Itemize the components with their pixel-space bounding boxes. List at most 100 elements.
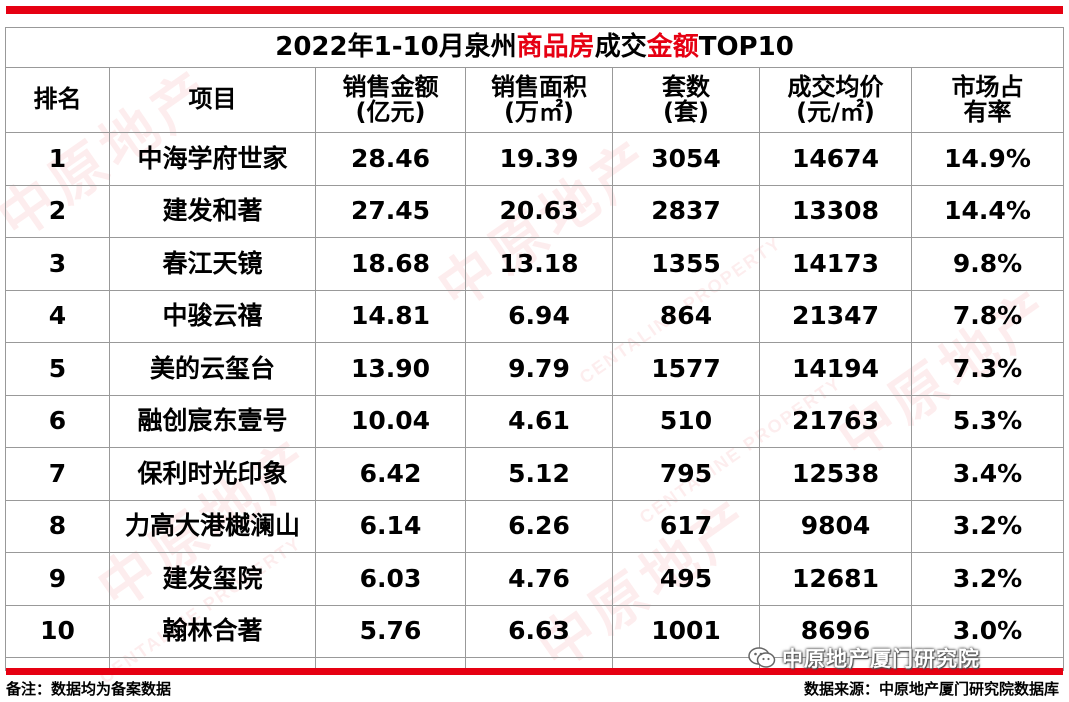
area-cell: 6.26: [465, 499, 613, 553]
units-cell: 510: [612, 394, 760, 448]
rank-cell: 1: [5, 132, 110, 186]
amount-cell: 28.46: [315, 132, 466, 186]
project-name-cell: 建发玺院: [109, 552, 316, 606]
area-cell: 9.79: [465, 342, 613, 396]
area-cell: 6.94: [465, 289, 613, 343]
share-cell: 3.2%: [910, 499, 1065, 553]
footer-note: 备注：数据均为备案数据: [6, 680, 172, 698]
wechat-icon: [748, 646, 776, 670]
project-name-cell: 力高大港樾澜山: [109, 499, 316, 553]
units-cell: 1355: [612, 237, 760, 291]
amount-cell: 6.14: [315, 499, 466, 553]
header-row: 排名 项目 销售金额 (亿元) 销售面积 (万㎡) 套数 (套) 成交均价 (元/㎡) …: [5, 67, 1065, 133]
header-project: 项目: [109, 67, 316, 133]
project-name-cell: 翰林合著: [109, 604, 316, 658]
table-row: 1 中海学府世家 28.46 19.39 3054 14674 14.9%: [5, 132, 1065, 186]
table-row: 5 美的云玺台 13.90 9.79 1577 14194 7.3%: [5, 342, 1065, 396]
units-cell: 2837: [612, 184, 760, 238]
price-cell: 8696: [759, 604, 912, 658]
area-cell: 20.63: [465, 184, 613, 238]
header-share: 市场占 有率: [910, 67, 1065, 133]
units-cell: 795: [612, 447, 760, 501]
rank-cell: 6: [5, 394, 110, 448]
price-cell: 12681: [759, 552, 912, 606]
share-cell: 9.8%: [910, 237, 1065, 291]
title-part: 成交: [594, 31, 647, 62]
project-name-cell: 美的云玺台: [109, 342, 316, 396]
price-cell: 14674: [759, 132, 912, 186]
amount-cell: 14.81: [315, 289, 466, 343]
rank-cell: 10: [5, 604, 110, 658]
share-cell: 14.4%: [910, 184, 1065, 238]
rank-cell: 4: [5, 289, 110, 343]
table-row: 4 中骏云禧 14.81 6.94 864 21347 7.8%: [5, 289, 1065, 343]
table-row: 8 力高大港樾澜山 6.14 6.26 617 9804 3.2%: [5, 499, 1065, 553]
rank-cell: 7: [5, 447, 110, 501]
table-row: 2 建发和著 27.45 20.63 2837 13308 14.4%: [5, 184, 1065, 238]
area-cell: 19.39: [465, 132, 613, 186]
rank-cell: 9: [5, 552, 110, 606]
area-cell: 5.12: [465, 447, 613, 501]
title-part-highlight: 金额: [646, 31, 699, 62]
share-cell: 3.4%: [910, 447, 1065, 501]
price-cell: 14173: [759, 237, 912, 291]
wechat-account-name: 中原地产厦门研究院: [782, 647, 980, 671]
table-title: 2022年1-10月泉州商品房成交金额TOP10: [4, 27, 1065, 68]
table-row: 7 保利时光印象 6.42 5.12 795 12538 3.4%: [5, 447, 1065, 501]
units-cell: 495: [612, 552, 760, 606]
price-cell: 13308: [759, 184, 912, 238]
project-name-cell: 保利时光印象: [109, 447, 316, 501]
rank-cell: 3: [5, 237, 110, 291]
area-cell: 4.61: [465, 394, 613, 448]
amount-cell: 5.76: [315, 604, 466, 658]
share-cell: 7.3%: [910, 342, 1065, 396]
price-cell: 14194: [759, 342, 912, 396]
area-cell: 4.76: [465, 552, 613, 606]
header-area: 销售面积 (万㎡): [465, 67, 613, 133]
amount-cell: 10.04: [315, 394, 466, 448]
amount-cell: 6.42: [315, 447, 466, 501]
price-cell: 12538: [759, 447, 912, 501]
header-amount: 销售金额 (亿元): [315, 67, 466, 133]
units-cell: 617: [612, 499, 760, 553]
amount-cell: 13.90: [315, 342, 466, 396]
units-cell: 1577: [612, 342, 760, 396]
ranking-table: 2022年1-10月泉州商品房成交金额TOP10 排名 项目 销售金额 (亿元) …: [4, 27, 1065, 671]
table-row: 6 融创宸东壹号 10.04 4.61 510 21763 5.3%: [5, 394, 1065, 448]
amount-cell: 27.45: [315, 184, 466, 238]
header-rank: 排名: [5, 67, 110, 133]
header-units: 套数 (套): [612, 67, 760, 133]
project-name-cell: 中骏云禧: [109, 289, 316, 343]
header-price: 成交均价 (元/㎡): [759, 67, 912, 133]
title-part: 2022年1-10月泉州: [275, 31, 517, 62]
table-row: 9 建发玺院 6.03 4.76 495 12681 3.2%: [5, 552, 1065, 606]
share-cell: 7.8%: [910, 289, 1065, 343]
title-part-highlight: 商品房: [516, 31, 595, 62]
price-cell: 21763: [759, 394, 912, 448]
units-cell: 1001: [612, 604, 760, 658]
bottom-red-bar: [6, 668, 1063, 675]
rank-cell: 5: [5, 342, 110, 396]
project-name-cell: 春江天镜: [109, 237, 316, 291]
units-cell: 3054: [612, 132, 760, 186]
project-name-cell: 建发和著: [109, 184, 316, 238]
table-row: 3 春江天镜 18.68 13.18 1355 14173 9.8%: [5, 237, 1065, 291]
project-name-cell: 融创宸东壹号: [109, 394, 316, 448]
amount-cell: 6.03: [315, 552, 466, 606]
share-cell: 14.9%: [910, 132, 1065, 186]
wechat-account-label: 中原地产厦门研究院: [748, 640, 1064, 676]
price-cell: 9804: [759, 499, 912, 553]
area-cell: 6.63: [465, 604, 613, 658]
units-cell: 864: [612, 289, 760, 343]
project-name-cell: 中海学府世家: [109, 132, 316, 186]
rank-cell: 2: [5, 184, 110, 238]
price-cell: 21347: [759, 289, 912, 343]
top-red-bar: [6, 6, 1063, 14]
footer-source: 数据来源：中原地产厦门研究院数据库: [803, 680, 1059, 698]
share-cell: 3.2%: [910, 552, 1065, 606]
rank-cell: 8: [5, 499, 110, 553]
amount-cell: 18.68: [315, 237, 466, 291]
share-cell: 5.3%: [910, 394, 1065, 448]
title-part: TOP10: [698, 31, 794, 62]
area-cell: 13.18: [465, 237, 613, 291]
